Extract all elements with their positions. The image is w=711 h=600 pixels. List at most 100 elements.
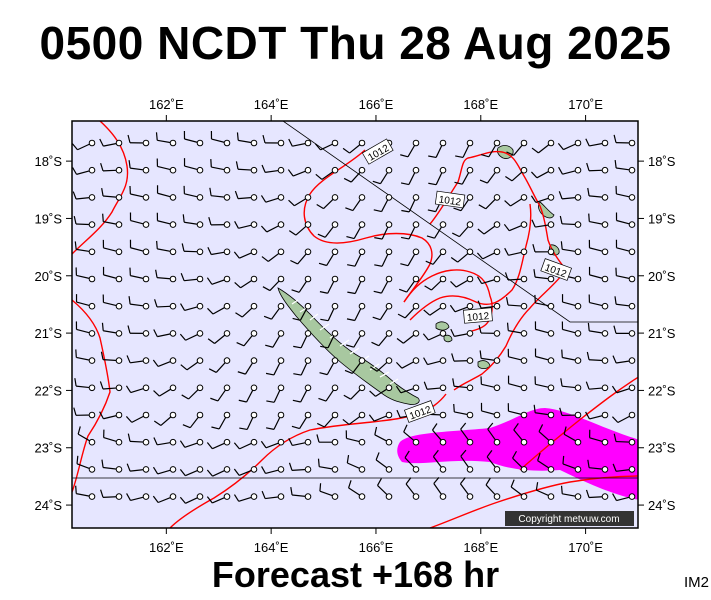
wind-barb: [291, 411, 312, 430]
wind-barb: [261, 248, 285, 262]
wind-barb: [234, 190, 258, 201]
wind-barb: [372, 166, 393, 185]
lat-label-left: 22˚S: [35, 383, 63, 398]
lon-label-bottom: 162˚E: [149, 540, 184, 555]
wind-barb: [343, 384, 366, 400]
wind-barb: [316, 411, 339, 428]
wind-barb: [102, 266, 123, 283]
wind-barb: [560, 241, 582, 256]
wind-barb: [585, 411, 609, 420]
wind-barb: [588, 294, 609, 310]
lon-label-bottom: 166˚E: [359, 540, 394, 555]
wind-barb: [152, 357, 177, 367]
copyright-box: [505, 511, 634, 526]
wind-barb: [538, 424, 555, 446]
isobar-label: 1012: [467, 311, 491, 324]
rain-area: [397, 408, 638, 500]
wind-barb: [612, 355, 636, 364]
lat-label-right: 23˚S: [648, 441, 676, 456]
wind-barb: [404, 450, 420, 473]
wind-barb: [449, 302, 474, 313]
wind-barb: [128, 160, 150, 174]
wind-barb: [485, 477, 501, 500]
copyright-text: Copyright metvuw.com: [518, 514, 619, 525]
lon-label-top: 166˚E: [359, 97, 394, 112]
wind-barb: [614, 159, 636, 174]
wind-barb: [233, 466, 258, 476]
wind-barb: [433, 476, 447, 500]
isobar-label: 1012: [438, 194, 462, 208]
wind-barb: [314, 139, 339, 151]
wind-barb: [505, 297, 528, 310]
wind-barb: [423, 381, 447, 392]
wind-barb: [207, 330, 231, 344]
wind-barb: [422, 330, 447, 341]
wind-barb: [235, 161, 258, 174]
wind-barb: [210, 384, 231, 402]
boundary-lines: [72, 121, 638, 479]
wind-barb: [534, 376, 555, 392]
wind-barb: [428, 139, 447, 159]
forecast-text: Forecast +168 hr: [211, 554, 500, 595]
wind-barb: [75, 321, 96, 337]
wind-barb: [99, 138, 123, 147]
wind-barb: [75, 485, 96, 500]
wind-barb: [77, 426, 96, 446]
wind-barb: [369, 384, 393, 397]
wind-barb: [400, 221, 420, 240]
wind-barb: [563, 426, 582, 446]
wind-barb: [346, 302, 366, 322]
wind-barb: [261, 490, 285, 500]
wind-barb: [507, 375, 528, 392]
wind-barb: [182, 214, 204, 228]
wind-barb: [208, 217, 231, 228]
wind-barb: [533, 269, 555, 283]
wind-barb: [180, 357, 204, 371]
wind-barb: [100, 489, 123, 500]
wind-barb: [345, 194, 366, 212]
wind-barb: [374, 426, 393, 446]
wind-barb: [586, 351, 609, 364]
wind-barb: [179, 438, 204, 448]
wind-barb: [103, 429, 123, 446]
wind-barb: [504, 272, 528, 283]
forecast-label: Forecast +168 hr: [0, 554, 711, 596]
wind-barb: [154, 299, 177, 310]
wind-barb: [234, 221, 258, 229]
wind-barb: [239, 411, 258, 431]
wind-barb: [374, 221, 393, 240]
wind-barb: [399, 275, 420, 293]
wind-barb: [101, 188, 123, 201]
wind-barb: [236, 132, 258, 147]
wind-barb: [179, 493, 204, 504]
wind-barb: [345, 330, 366, 348]
wind-barb: [423, 302, 447, 316]
lat-label-left: 23˚S: [35, 441, 63, 456]
wind-barb: [615, 212, 636, 228]
wind-barbs: [72, 131, 636, 504]
wind-barb: [72, 191, 96, 201]
wind-barb: [320, 330, 339, 349]
wind-barb: [234, 275, 258, 289]
wind-barb: [209, 187, 231, 201]
wind-barb: [74, 241, 96, 256]
wind-barb: [396, 330, 420, 344]
wind-barb: [293, 357, 312, 376]
wind-barb: [534, 348, 555, 364]
lat-label-left: 18˚S: [35, 154, 63, 169]
wind-barb: [432, 449, 447, 473]
lat-label-right: 24˚S: [648, 498, 676, 513]
wind-barb: [206, 493, 231, 504]
wind-barb: [127, 134, 150, 147]
wind-barb: [262, 275, 285, 292]
wind-barb: [368, 411, 393, 422]
lat-label-left: 21˚S: [35, 326, 63, 341]
wind-barb: [288, 221, 312, 236]
wind-barb: [99, 411, 123, 420]
wind-barb: [262, 134, 285, 147]
wind-barb: [320, 302, 339, 322]
wind-barb: [181, 243, 204, 256]
wind-barb: [507, 348, 528, 364]
wind-barb: [561, 294, 582, 310]
wind-barb: [405, 477, 420, 500]
